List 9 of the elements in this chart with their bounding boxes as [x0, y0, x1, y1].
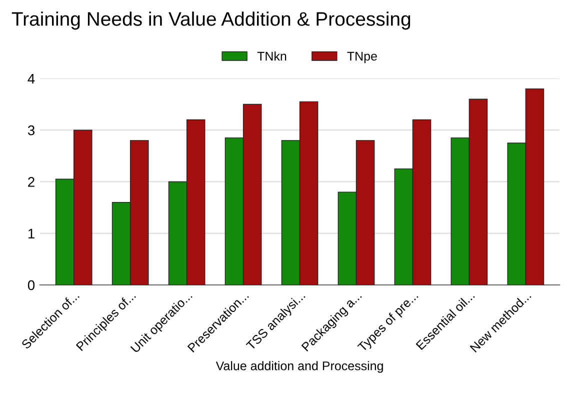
y-tick-label: 4: [28, 74, 35, 84]
chart-title: Training Needs in Value Addition & Processing: [12, 12, 410, 30]
legend-label: TNpe: [347, 52, 377, 64]
y-tick-label: 0: [28, 280, 35, 290]
legend-label: TNkn: [257, 51, 286, 60]
y-tick-label: 3: [28, 125, 34, 136]
y-tick-label: 2: [28, 177, 34, 187]
y-tick-label: 1: [28, 228, 34, 238]
x-axis-title: Value addition and Processing: [216, 361, 383, 373]
